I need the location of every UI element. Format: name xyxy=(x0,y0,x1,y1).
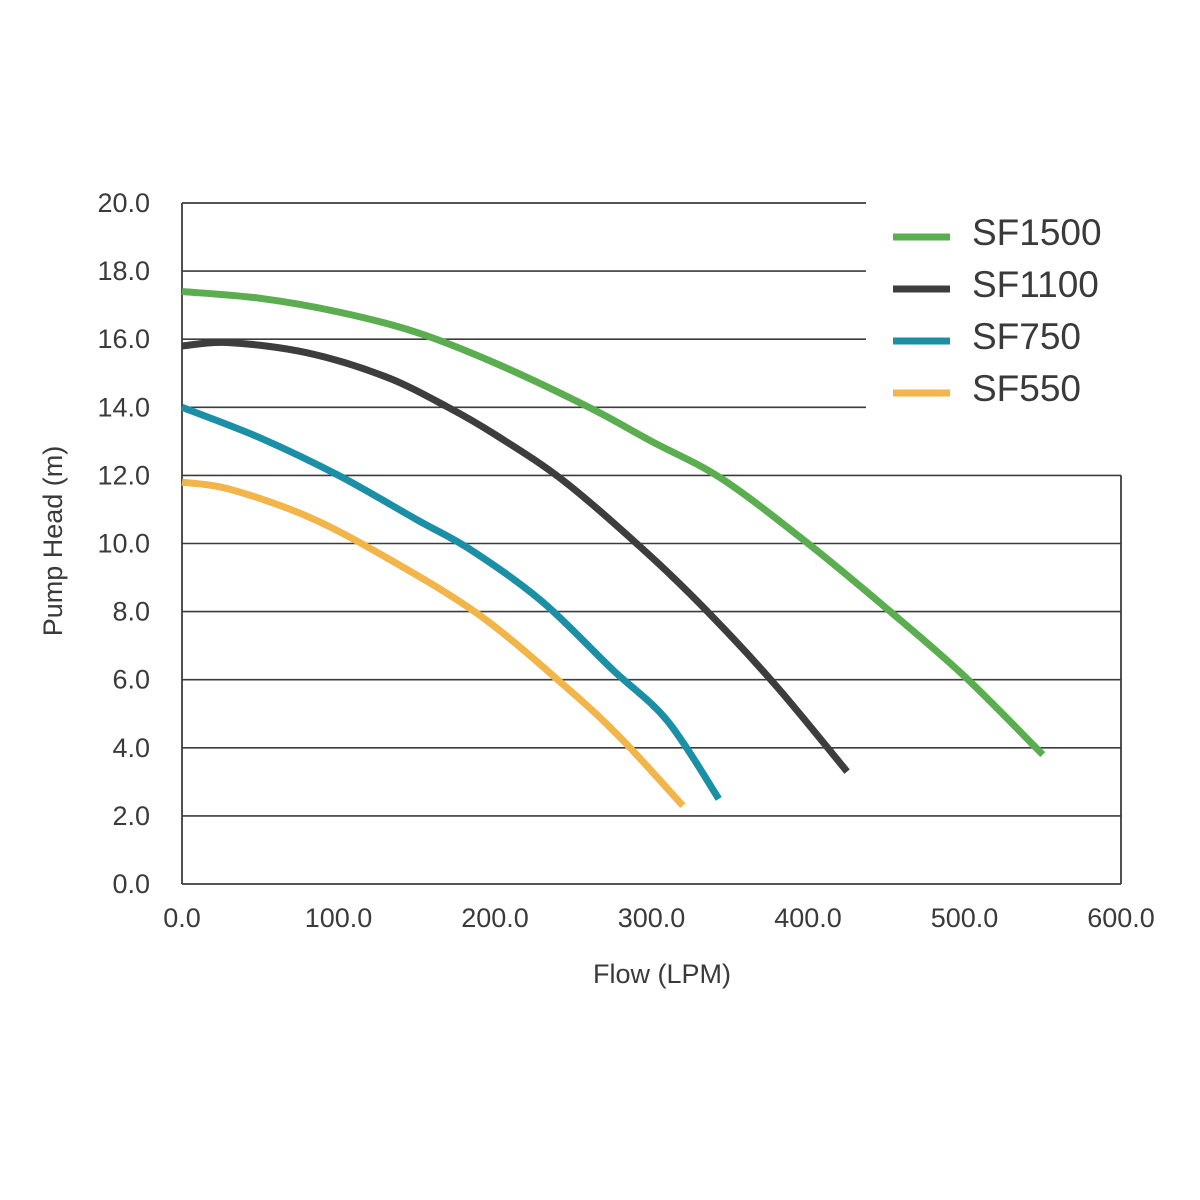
y-tick-label: 16.0 xyxy=(97,324,150,354)
x-tick-label: 500.0 xyxy=(931,903,999,933)
y-tick-label: 6.0 xyxy=(112,665,150,695)
y-tick-label: 0.0 xyxy=(112,869,150,899)
x-axis-title: Flow (LPM) xyxy=(593,959,731,989)
legend-label-sf550: SF550 xyxy=(972,368,1081,409)
x-tick-label: 400.0 xyxy=(774,903,842,933)
legend-label-sf750: SF750 xyxy=(972,316,1081,357)
x-tick-label: 200.0 xyxy=(461,903,529,933)
y-tick-label: 4.0 xyxy=(112,733,150,763)
axis-labels: Flow (LPM) Pump Head (m) xyxy=(38,446,731,989)
series-line-sf550 xyxy=(181,478,686,809)
y-tick-label: 10.0 xyxy=(97,529,150,559)
legend-label-sf1500: SF1500 xyxy=(972,212,1102,253)
axes: 0.0 2.0 4.0 6.0 8.0 10.0 12.0 14.0 16.0 18.0 20.0 0… xyxy=(97,188,1154,933)
y-axis-title: Pump Head (m) xyxy=(38,446,68,637)
y-tick-label: 2.0 xyxy=(112,801,150,831)
x-tick-label: 300.0 xyxy=(618,903,686,933)
y-tick-label: 14.0 xyxy=(97,392,150,422)
y-tick-label: 12.0 xyxy=(97,460,150,490)
legend: SF1500 SF1100 SF750 SF550 xyxy=(893,212,1102,409)
series-line-sf1100 xyxy=(181,338,850,774)
legend-label-sf1100: SF1100 xyxy=(972,264,1099,305)
series-lines xyxy=(180,288,1046,809)
y-tick-label: 18.0 xyxy=(97,256,150,286)
series-line-sf1500 xyxy=(181,288,1046,758)
y-tick-label: 20.0 xyxy=(97,188,150,218)
series-line-sf750 xyxy=(180,404,722,801)
y-tick-label: 8.0 xyxy=(112,597,150,627)
x-tick-label: 0.0 xyxy=(163,903,201,933)
x-tick-label: 600.0 xyxy=(1087,903,1155,933)
x-tick-label: 100.0 xyxy=(305,903,373,933)
